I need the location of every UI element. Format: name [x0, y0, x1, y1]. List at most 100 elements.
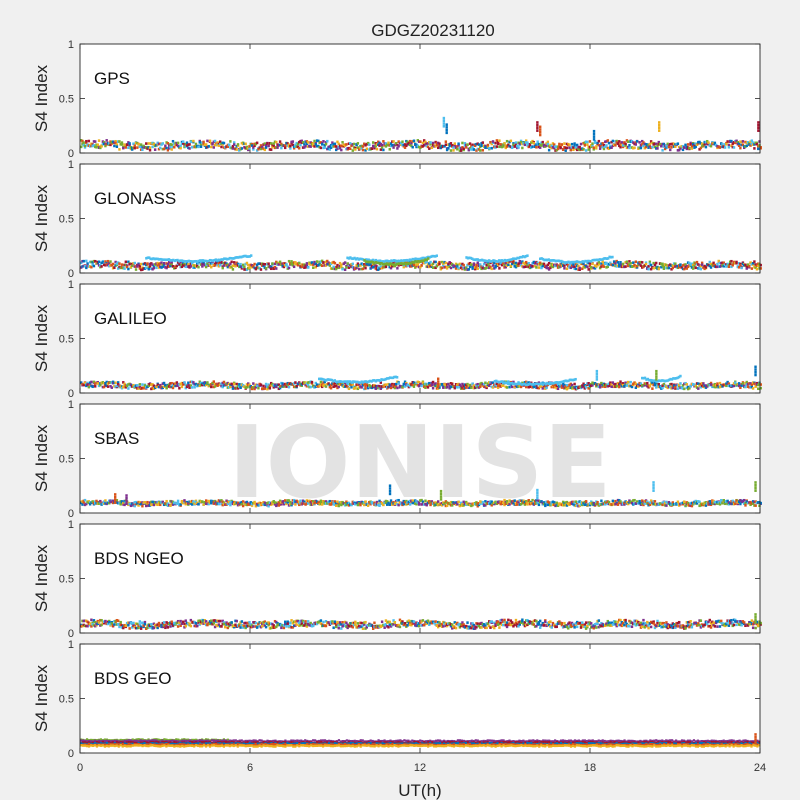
data-point [419, 265, 422, 269]
data-point [320, 259, 324, 263]
data-point [278, 140, 282, 143]
data-point [412, 381, 416, 384]
data-point [575, 264, 579, 267]
data-point [327, 147, 330, 150]
data-point [670, 386, 673, 390]
data-point [568, 378, 572, 382]
data-point [169, 504, 172, 508]
data-point [180, 501, 184, 504]
data-point [272, 385, 275, 389]
data-point [476, 261, 479, 265]
data-point [231, 264, 235, 268]
data-point [194, 259, 198, 263]
data-point [175, 143, 179, 147]
data-point [685, 145, 689, 149]
data-point [519, 255, 522, 259]
data-point [461, 386, 464, 390]
data-point [417, 265, 421, 269]
data-point [114, 260, 117, 264]
data-point [582, 260, 586, 264]
data-point [656, 379, 659, 383]
data-point [335, 504, 338, 507]
data-point [754, 365, 757, 369]
data-point [317, 385, 320, 388]
data-point [391, 263, 395, 267]
data-point [482, 262, 486, 266]
data-point [346, 380, 349, 383]
data-point [398, 384, 402, 388]
data-point [721, 264, 724, 267]
data-point [732, 384, 736, 388]
data-point [467, 148, 470, 152]
data-point [656, 267, 659, 271]
data-point [484, 267, 487, 270]
data-point [672, 384, 676, 388]
data-point [503, 258, 506, 262]
data-point [124, 144, 128, 147]
data-point [649, 267, 653, 271]
data-point [508, 502, 511, 506]
data-point [709, 262, 713, 266]
data-point [526, 254, 529, 257]
data-point [564, 501, 567, 504]
data-point [129, 621, 133, 625]
data-point [716, 262, 719, 266]
data-point [606, 139, 609, 142]
data-point [241, 263, 245, 267]
data-point [167, 258, 171, 261]
data-point [87, 500, 91, 503]
data-point [484, 500, 487, 503]
data-point [500, 380, 504, 383]
data-point [410, 258, 413, 262]
data-point [332, 380, 335, 383]
data-point [133, 625, 136, 629]
data-point [184, 260, 188, 263]
data-point [448, 385, 451, 388]
data-point [466, 263, 469, 267]
data-point [635, 501, 639, 505]
data-point [176, 502, 180, 505]
data-point [476, 258, 480, 261]
data-point [381, 263, 385, 266]
y-tick-label: 1 [68, 399, 74, 411]
data-point [230, 265, 233, 269]
data-point [398, 260, 402, 263]
data-point [281, 382, 284, 385]
data-point [100, 501, 103, 505]
data-point [759, 383, 762, 386]
data-point [619, 142, 622, 146]
data-point [389, 386, 393, 390]
data-point [340, 503, 343, 507]
data-point [522, 501, 525, 504]
data-point [131, 146, 134, 150]
data-point [182, 261, 185, 265]
data-point [331, 261, 334, 265]
data-point [630, 146, 634, 149]
data-point [247, 147, 250, 150]
data-point [287, 499, 291, 502]
data-point [647, 503, 650, 507]
data-point [655, 502, 658, 506]
data-point [203, 259, 206, 263]
data-point [739, 146, 742, 150]
data-point [637, 147, 640, 150]
data-point [516, 263, 519, 267]
data-point [553, 383, 556, 387]
data-point [490, 267, 493, 271]
data-point [445, 383, 449, 386]
data-point [125, 143, 129, 147]
data-point [149, 257, 152, 261]
data-point [595, 384, 598, 388]
data-point [718, 385, 722, 389]
data-point [649, 381, 653, 384]
data-point [492, 259, 495, 262]
data-point [170, 381, 173, 385]
data-point [439, 382, 442, 386]
y-axis-label: S4 Index [32, 424, 51, 492]
data-point [329, 383, 333, 387]
data-point [142, 501, 145, 505]
data-point [638, 260, 641, 264]
data-point [155, 257, 158, 261]
data-point [663, 147, 667, 151]
data-point [560, 262, 564, 265]
